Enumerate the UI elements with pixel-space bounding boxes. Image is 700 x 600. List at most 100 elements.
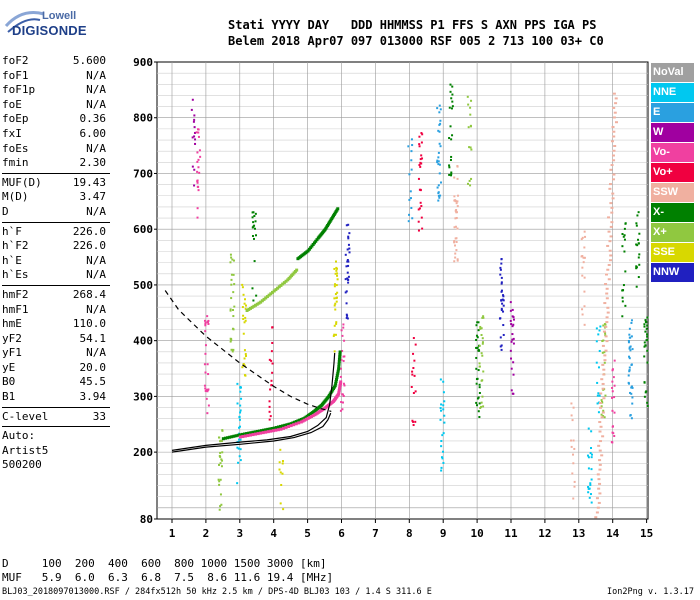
echo-dot bbox=[643, 395, 646, 398]
param-value: N/A bbox=[86, 68, 106, 82]
echo-dot bbox=[454, 256, 457, 259]
echo-dot bbox=[417, 177, 420, 180]
param-label: B1 bbox=[2, 390, 16, 404]
echo-dot bbox=[595, 327, 598, 330]
y-tick-label: 800 bbox=[133, 112, 153, 125]
echo-dot bbox=[481, 316, 484, 319]
trace-point bbox=[306, 416, 310, 420]
legend-item: SSE bbox=[651, 243, 694, 262]
echo-dot bbox=[270, 379, 273, 382]
echo-dot bbox=[219, 493, 222, 496]
echo-dot bbox=[348, 247, 351, 250]
echo-dot bbox=[479, 325, 482, 328]
muf-distance-table: D 100 200 400 600 800 1000 1500 3000 [km… bbox=[2, 557, 333, 585]
param-row: yF2 54.1 bbox=[2, 332, 108, 347]
echo-dot bbox=[412, 392, 415, 395]
echo-dot bbox=[581, 274, 584, 277]
echo-dot bbox=[629, 336, 632, 339]
echo-dot bbox=[572, 497, 575, 500]
echo-dot bbox=[419, 165, 422, 168]
echo-dot bbox=[610, 206, 614, 209]
echo-dot bbox=[476, 404, 479, 407]
echo-dot bbox=[599, 325, 602, 328]
echo-dot bbox=[510, 340, 513, 343]
echo-dot bbox=[418, 164, 421, 167]
echo-dot bbox=[437, 192, 440, 195]
echo-dot bbox=[221, 429, 224, 432]
echo-dot bbox=[600, 405, 603, 408]
echo-dot bbox=[278, 468, 281, 471]
param-value: 6.00 bbox=[79, 126, 107, 140]
echo-dot bbox=[270, 350, 273, 353]
trace-point bbox=[241, 435, 245, 439]
echo-dot bbox=[611, 197, 615, 200]
echo-dot bbox=[204, 330, 207, 333]
echo-dot bbox=[630, 385, 633, 388]
echo-dot bbox=[230, 273, 233, 276]
echo-dot bbox=[604, 349, 608, 352]
echo-dot bbox=[643, 323, 646, 326]
echo-dot bbox=[243, 302, 246, 305]
echo-dot bbox=[601, 363, 605, 366]
echo-dot bbox=[499, 273, 502, 276]
echo-dot bbox=[440, 440, 443, 443]
echo-dot bbox=[243, 357, 246, 360]
echo-dot bbox=[612, 376, 615, 379]
echo-dot bbox=[481, 341, 484, 344]
echo-dot bbox=[454, 200, 457, 203]
x-tick-label: 13 bbox=[572, 527, 585, 540]
echo-dot bbox=[204, 352, 207, 355]
echo-dot bbox=[440, 409, 443, 412]
echo-dot bbox=[199, 155, 202, 158]
trace-point bbox=[249, 431, 253, 435]
echo-dot bbox=[449, 158, 452, 161]
echo-dot bbox=[206, 320, 209, 323]
trace-point bbox=[295, 268, 299, 272]
echo-dot bbox=[478, 392, 481, 395]
trace-point bbox=[335, 373, 339, 377]
echo-dot bbox=[622, 235, 625, 238]
echo-dot bbox=[193, 168, 196, 171]
echo-dot bbox=[583, 305, 586, 308]
echo-dot bbox=[436, 161, 439, 164]
echo-dot bbox=[194, 138, 197, 141]
echo-dot bbox=[448, 137, 451, 140]
echo-dot bbox=[408, 173, 411, 176]
param-row: h`Es N/A bbox=[2, 268, 108, 283]
y-tick-label: 500 bbox=[133, 279, 153, 292]
echo-dot bbox=[480, 401, 483, 404]
echo-dot bbox=[601, 411, 605, 414]
trace-point bbox=[281, 282, 285, 286]
echo-dot bbox=[437, 184, 440, 187]
echo-dot bbox=[417, 229, 420, 232]
echo-dot bbox=[437, 151, 440, 154]
echo-dot bbox=[191, 165, 194, 168]
echo-dot bbox=[612, 432, 615, 435]
echo-dot bbox=[442, 432, 445, 435]
echo-dot bbox=[502, 304, 505, 307]
echo-dot bbox=[637, 242, 640, 245]
echo-dot bbox=[602, 415, 605, 418]
echo-dot bbox=[587, 427, 590, 430]
echo-dot bbox=[502, 324, 505, 327]
trace-point bbox=[311, 242, 315, 246]
param-row: fxI 6.00 bbox=[2, 127, 108, 142]
echo-dot bbox=[475, 367, 478, 370]
echo-dot bbox=[478, 362, 481, 365]
echo-dot bbox=[346, 271, 349, 274]
trace-point bbox=[309, 246, 313, 250]
echo-dot bbox=[603, 351, 606, 354]
trace-point bbox=[337, 389, 341, 393]
echo-dot bbox=[341, 393, 344, 396]
legend-item: X+ bbox=[651, 223, 694, 242]
trace-point bbox=[285, 423, 289, 427]
muf-distance-row: D 100 200 400 600 800 1000 1500 3000 [km… bbox=[2, 557, 327, 570]
echo-dot bbox=[613, 359, 616, 362]
muf-values-row: MUF 5.9 6.0 6.3 6.8 7.5 8.6 11.6 19.4 [M… bbox=[2, 571, 334, 584]
echo-dot bbox=[438, 172, 441, 175]
echo-dot bbox=[571, 472, 574, 475]
echo-dot bbox=[479, 407, 482, 410]
param-value: 2.30 bbox=[79, 156, 107, 170]
echo-dot bbox=[268, 418, 271, 421]
trace-point bbox=[337, 390, 341, 394]
